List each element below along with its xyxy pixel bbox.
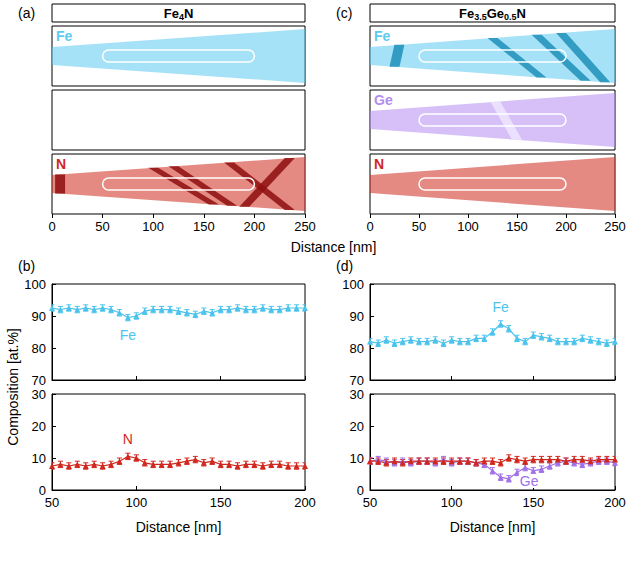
svg-text:N: N (184, 6, 193, 21)
svg-text:50: 50 (95, 219, 109, 234)
svg-text:150: 150 (193, 219, 215, 234)
svg-text:Distance [nm]: Distance [nm] (136, 519, 222, 535)
svg-text:250: 250 (604, 219, 626, 234)
svg-text:10: 10 (350, 451, 364, 466)
svg-text:3.5: 3.5 (474, 12, 487, 22)
svg-text:250: 250 (294, 219, 316, 234)
svg-text:0: 0 (366, 219, 373, 234)
svg-text:10: 10 (32, 451, 46, 466)
svg-text:70: 70 (32, 373, 46, 388)
svg-text:50: 50 (412, 219, 426, 234)
svg-text:Fe: Fe (120, 327, 137, 343)
svg-text:(b): (b) (18, 258, 35, 274)
svg-text:Ge: Ge (374, 92, 393, 108)
svg-text:Fe: Fe (56, 28, 73, 44)
svg-text:N: N (517, 6, 526, 21)
svg-text:80: 80 (350, 341, 364, 356)
svg-text:N: N (123, 431, 133, 447)
svg-text:30: 30 (32, 387, 46, 402)
svg-text:150: 150 (522, 495, 544, 510)
svg-text:Distance [nm]: Distance [nm] (291, 239, 377, 255)
svg-text:200: 200 (604, 495, 626, 510)
svg-text:(c): (c) (336, 5, 352, 21)
svg-text:Fe: Fe (492, 299, 509, 315)
svg-text:200: 200 (294, 495, 316, 510)
svg-text:150: 150 (210, 495, 232, 510)
svg-text:20: 20 (350, 419, 364, 434)
svg-text:50: 50 (45, 495, 59, 510)
svg-text:0: 0 (48, 219, 55, 234)
svg-text:100: 100 (125, 495, 147, 510)
svg-text:Composition [at.%]: Composition [at.%] (5, 328, 21, 446)
svg-text:(d): (d) (336, 258, 353, 274)
svg-text:Fe: Fe (374, 28, 391, 44)
svg-text:50: 50 (363, 495, 377, 510)
svg-text:80: 80 (32, 341, 46, 356)
svg-text:N: N (374, 156, 384, 172)
svg-text:0.5: 0.5 (504, 12, 517, 22)
svg-text:0: 0 (38, 482, 46, 498)
svg-text:100: 100 (142, 219, 164, 234)
svg-text:100: 100 (441, 495, 463, 510)
svg-text:70: 70 (350, 373, 364, 388)
svg-text:200: 200 (244, 219, 266, 234)
svg-text:(a): (a) (18, 5, 35, 21)
svg-text:Fe: Fe (459, 6, 474, 21)
svg-text:150: 150 (506, 219, 528, 234)
svg-text:200: 200 (555, 219, 577, 234)
svg-text:100: 100 (24, 277, 46, 292)
svg-text:0: 0 (356, 482, 364, 498)
svg-text:90: 90 (32, 309, 46, 324)
svg-text:Distance [nm]: Distance [nm] (450, 519, 536, 535)
svg-text:Ge: Ge (487, 6, 504, 21)
svg-text:100: 100 (457, 219, 479, 234)
svg-text:30: 30 (350, 387, 364, 402)
svg-text:100: 100 (342, 277, 364, 292)
svg-text:Fe: Fe (164, 6, 179, 21)
svg-text:90: 90 (350, 309, 364, 324)
svg-text:Ge: Ge (520, 473, 539, 489)
svg-text:20: 20 (32, 419, 46, 434)
svg-text:N: N (56, 156, 66, 172)
svg-text:4: 4 (178, 11, 184, 22)
